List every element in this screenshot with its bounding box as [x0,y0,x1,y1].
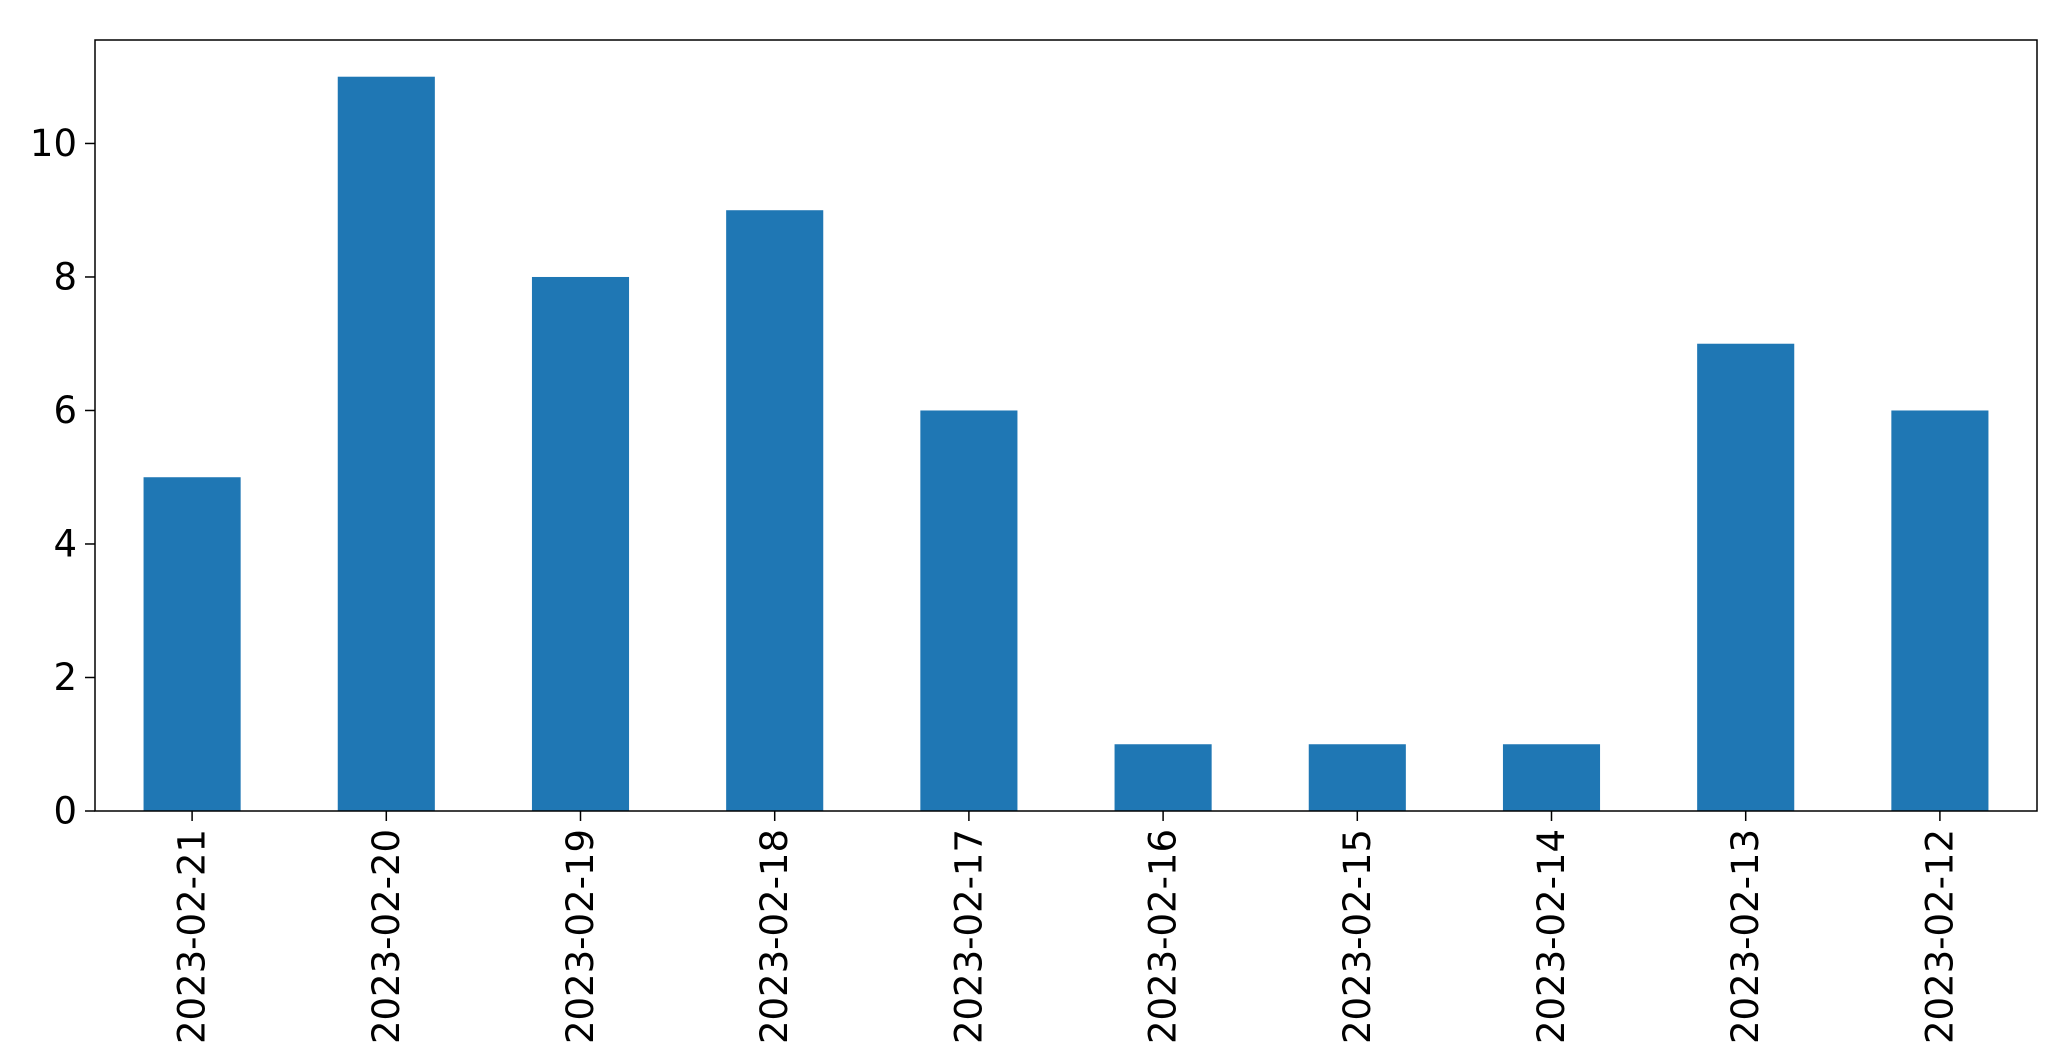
x-tick-label: 2023-02-20 [365,829,408,1044]
x-tick-label: 2023-02-14 [1530,829,1573,1044]
y-tick-label: 2 [53,656,77,699]
x-axis-ticks: 2023-02-21 2023-02-20 2023-02-19 2023-02-18… [171,811,1961,1044]
bar-2023-02-20 [337,76,435,811]
x-tick-label: 2023-02-21 [171,829,214,1044]
bar-2023-02-21 [143,477,241,811]
x-tick-label: 2023-02-13 [1724,829,1767,1044]
y-tick-label: 8 [53,255,77,298]
y-tick-label: 10 [30,122,77,165]
x-tick-label: 2023-02-16 [1142,829,1185,1044]
bar-2023-02-13 [1697,343,1795,811]
bar-2023-02-15 [1308,744,1406,811]
bar-2023-02-18 [726,210,824,812]
bars-layer [143,76,1989,812]
bar-2023-02-12 [1891,410,1989,811]
y-tick-label: 6 [53,389,77,432]
bar-2023-02-14 [1502,744,1601,811]
x-tick-label: 2023-02-18 [753,829,796,1044]
x-tick-label: 2023-02-19 [559,829,602,1044]
bar-2023-02-16 [1114,744,1212,811]
y-tick-label: 4 [53,522,77,565]
x-tick-label: 2023-02-12 [1918,829,1961,1044]
bar-2023-02-17 [920,410,1018,811]
x-tick-label: 2023-02-15 [1336,829,1379,1044]
bar-2023-02-19 [531,276,630,812]
y-axis-ticks: 0 2 4 6 8 10 [30,122,95,833]
y-tick-label: 0 [53,790,77,833]
x-tick-label: 2023-02-17 [947,829,990,1044]
plot-frame [94,39,2038,812]
